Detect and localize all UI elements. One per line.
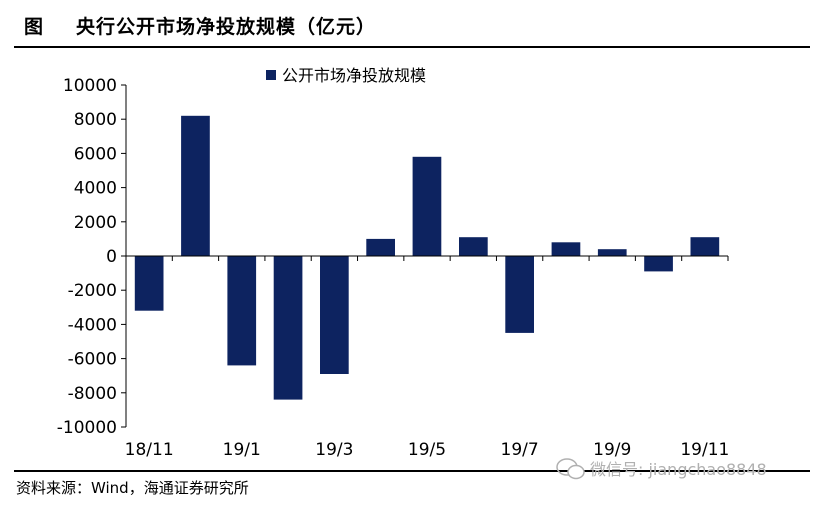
bar-19-10	[644, 256, 673, 272]
watermark: 微信号: jiangchao8848	[556, 456, 767, 484]
bar-19-8	[551, 242, 581, 256]
bar-19-11	[690, 237, 720, 256]
bar-19-2	[273, 256, 303, 400]
figure-header: 图 央行公开市场净投放规模（亿元）	[14, 6, 810, 42]
y-tick-label: 2000	[74, 213, 117, 233]
bar-19-4	[366, 238, 395, 256]
legend-label: 公开市场净投放规模	[282, 66, 426, 85]
bars-group	[134, 115, 720, 400]
y-tick-label: -6000	[68, 350, 117, 370]
x-tick-label: 19/7	[501, 440, 539, 460]
bar-19-6	[459, 237, 488, 256]
x-tick-label: 19/5	[408, 440, 446, 460]
x-tick-label: 18/11	[125, 440, 174, 460]
top-rule	[14, 46, 810, 48]
y-tick-label: -4000	[68, 315, 117, 335]
y-tick-label: 6000	[74, 144, 117, 164]
x-tick-label: 19/11	[680, 440, 729, 460]
bottom-rule	[14, 470, 810, 472]
bar-19-5	[412, 156, 442, 256]
y-tick-label: 10000	[63, 76, 117, 96]
bar-18-11	[134, 256, 164, 311]
source-note: 资料来源：Wind，海通证券研究所	[16, 479, 249, 497]
bar-19-9	[597, 249, 627, 256]
bar-chart: 公开市场净投放规模 10000 8000 6000 4000 2000 0 -2000 -40…	[57, 66, 730, 460]
x-tick-label: 19/3	[315, 440, 353, 460]
bar-19-3	[320, 256, 349, 374]
y-tick-label: -10000	[57, 418, 117, 438]
y-tick-label: 8000	[74, 110, 117, 130]
y-tick-label: -2000	[68, 281, 117, 301]
watermark-text: 微信号: jiangchao8848	[590, 460, 767, 479]
x-tick-label: 19/1	[223, 440, 261, 460]
figure-title: 央行公开市场净投放规模（亿元）	[76, 16, 377, 38]
bar-19-7	[505, 256, 534, 333]
axes-group: 10000 8000 6000 4000 2000 0 -2000 -4000 -6000 -80…	[57, 76, 730, 460]
legend-swatch	[266, 70, 276, 80]
chart-legend: 公开市场净投放规模	[266, 66, 426, 85]
figure-label: 图	[24, 16, 44, 38]
bar-19-1	[227, 256, 257, 366]
x-tick-label: 19/9	[593, 440, 631, 460]
y-tick-label: 4000	[74, 179, 117, 199]
wechat-icon	[556, 457, 586, 484]
y-tick-label: -8000	[68, 384, 117, 404]
bar-18-12	[181, 115, 210, 256]
y-tick-label: 0	[106, 247, 117, 267]
